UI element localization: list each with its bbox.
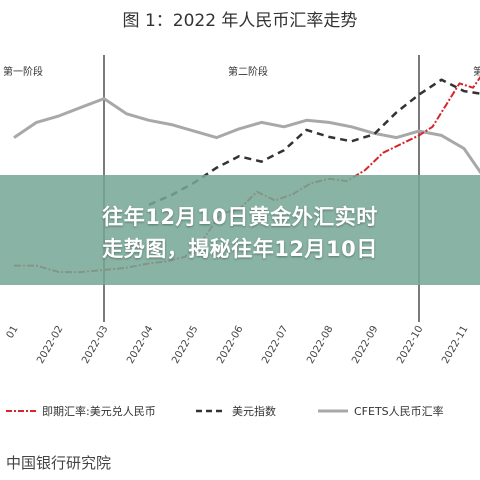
x-tick-label: 2022-10 — [395, 324, 425, 366]
x-tick-label: 2022-03 — [80, 324, 110, 366]
legend-label-dollar-index: 美元指数 — [232, 405, 276, 418]
legend-swatch-spot-rate — [6, 410, 36, 412]
x-tick-label: 2022-07 — [260, 324, 290, 366]
x-tick-label: 2022-08 — [305, 324, 335, 366]
x-tick-label: 01 — [5, 324, 21, 341]
legend-swatch-cfets — [318, 409, 348, 413]
legend-label-cfets: CFETS人民币汇率 — [354, 405, 444, 418]
x-tick-label: 2022-11 — [440, 324, 470, 366]
x-tick-label: 2022-09 — [350, 324, 380, 366]
title-overlay-banner: 往年12月10日黄金外汇实时 走势图，揭秘往年12月10日 — [0, 175, 480, 285]
x-tick-label: 2022-06 — [215, 324, 245, 366]
overlay-headline-line-2: 走势图，揭秘往年12月10日 — [102, 237, 378, 261]
series-line-2 — [148, 78, 480, 206]
chart-title: 图 1：2022 年人民币汇率走势 — [122, 11, 358, 31]
x-tick-label: 2022-04 — [125, 324, 155, 366]
phase-label-2: 第二阶段 — [228, 65, 268, 78]
x-tick-label: 2022-02 — [35, 324, 65, 366]
legend-item-spot-rate: 即期汇率:美元兑人民币 — [6, 403, 156, 419]
overlay-headline-line-1: 往年12月10日黄金外汇实时 — [102, 205, 378, 229]
legend-item-dollar-index: 美元指数 — [196, 403, 276, 419]
legend-label-spot-rate: 即期汇率:美元兑人民币 — [42, 405, 156, 418]
phase-label-1: 第一阶段 — [3, 65, 43, 78]
chart-source: 中国银行研究院 — [6, 454, 112, 472]
series-line-3 — [13, 97, 480, 175]
legend-item-cfets: CFETS人民币汇率 — [318, 403, 444, 419]
phase-label-3: 第三阶段 — [473, 65, 480, 78]
chart-legend: 即期汇率:美元兑人民币 美元指数 CFETS人民币汇率 — [0, 400, 480, 424]
legend-swatch-dollar-index — [196, 409, 226, 413]
x-tick-label: 2022-05 — [170, 324, 200, 366]
